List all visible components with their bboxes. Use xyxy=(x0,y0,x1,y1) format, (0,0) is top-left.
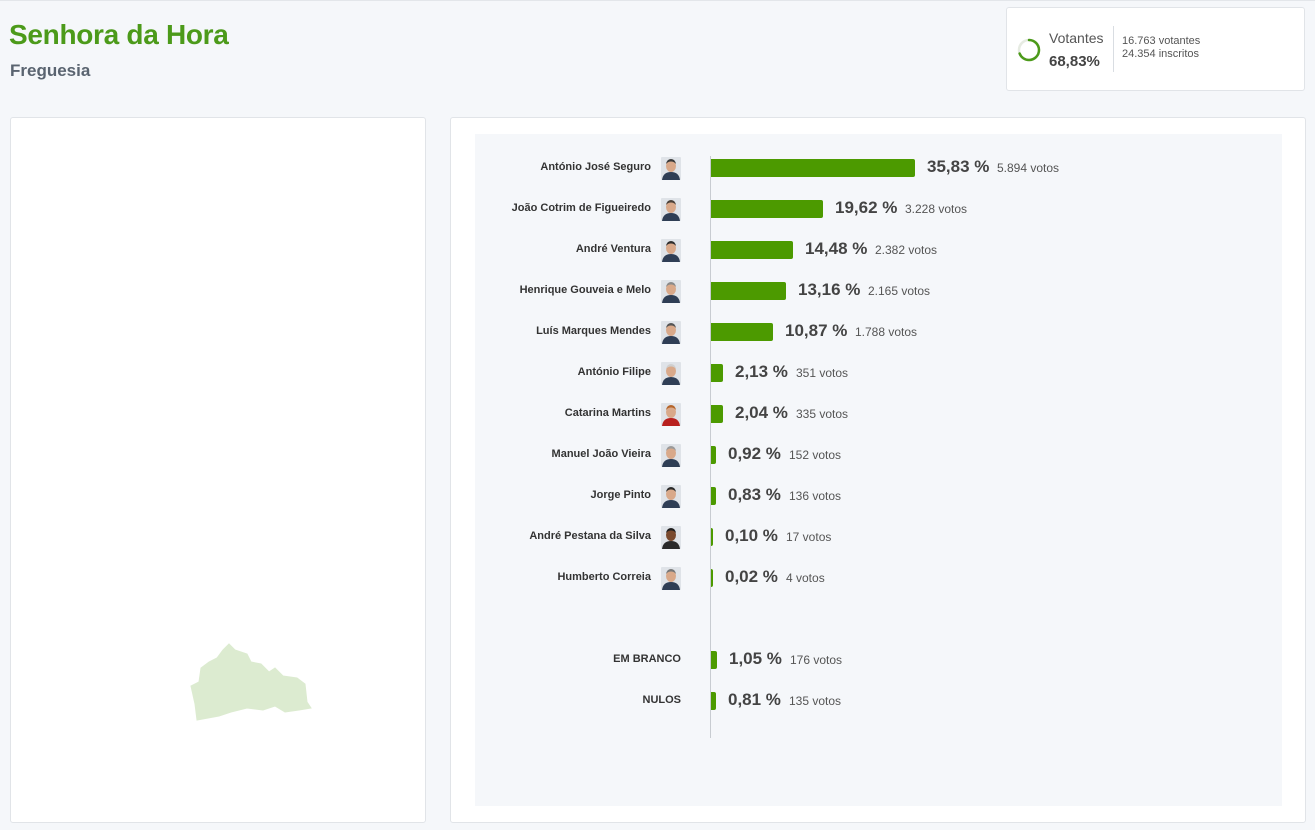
candidate-name: Henrique Gouveia e Melo xyxy=(519,284,651,296)
result-percent: 0,83 % xyxy=(728,485,781,504)
portrait-icon xyxy=(661,280,681,303)
result-bar[interactable] xyxy=(711,528,713,546)
portrait-icon xyxy=(661,567,681,590)
candidate-row[interactable]: Catarina Martins 2,04 % 335 votos xyxy=(475,399,1282,429)
result-percent: 14,48 % xyxy=(805,239,868,258)
result-bar[interactable] xyxy=(711,200,823,218)
chart-axis xyxy=(710,156,711,738)
portrait-icon xyxy=(661,239,681,262)
portrait-icon xyxy=(661,444,681,467)
candidate-name: André Ventura xyxy=(575,243,651,255)
result-bar[interactable] xyxy=(711,692,716,710)
result-bar[interactable] xyxy=(711,364,723,382)
page-subtitle: Freguesia xyxy=(10,61,91,80)
candidate-row[interactable]: João Cotrim de Figueiredo 19,62 % 3.228 vo… xyxy=(475,194,1282,224)
page-title: Senhora da Hora xyxy=(9,19,229,50)
result-percent: 0,81 % xyxy=(728,690,781,709)
result-votes: 136 votos xyxy=(789,489,842,503)
result-votes: 1.788 votos xyxy=(855,325,918,339)
portrait-icon xyxy=(661,403,681,426)
candidate-row[interactable]: Jorge Pinto 0,83 % 136 votos xyxy=(475,481,1282,511)
candidate-row[interactable]: António Filipe 2,13 % 351 votos xyxy=(475,358,1282,388)
portrait-icon xyxy=(661,198,681,221)
result-votes: 3.228 votos xyxy=(905,202,968,216)
results-chart: António José Seguro 35,83 % 5.894 votos Joã… xyxy=(475,134,1282,806)
other-row[interactable]: EM BRANCO 1,05 % 176 votos xyxy=(475,645,1282,675)
result-percent: 0,92 % xyxy=(728,444,781,463)
turnout-divider xyxy=(1113,26,1114,72)
candidate-row[interactable]: Luís Marques Mendes 10,87 % 1.788 votos xyxy=(475,317,1282,347)
result-percent: 35,83 % xyxy=(927,157,990,176)
result-percent: 2,04 % xyxy=(735,403,788,422)
candidate-name: Luís Marques Mendes xyxy=(536,325,651,337)
result-votes: 152 votos xyxy=(789,448,842,462)
result-bar[interactable] xyxy=(711,405,723,423)
candidate-name: João Cotrim de Figueiredo xyxy=(511,202,651,214)
result-bar[interactable] xyxy=(711,569,713,587)
result-percent: 13,16 % xyxy=(798,280,861,299)
result-bar[interactable] xyxy=(711,487,716,505)
result-bar[interactable] xyxy=(711,323,773,341)
result-bar[interactable] xyxy=(711,159,915,177)
turnout-registered: 24.354 inscritos xyxy=(1122,48,1200,60)
portrait-icon xyxy=(661,362,681,385)
candidate-row[interactable]: Humberto Correia 0,02 % 4 votos xyxy=(475,563,1282,593)
result-votes: 2.165 votos xyxy=(868,284,931,298)
result-votes: 335 votos xyxy=(796,407,849,421)
result-votes: 5.894 votos xyxy=(997,161,1060,175)
result-percent: 0,10 % xyxy=(725,526,778,545)
candidate-name: Manuel João Vieira xyxy=(551,448,651,460)
result-bar[interactable] xyxy=(711,282,786,300)
candidate-name: Catarina Martins xyxy=(564,407,651,419)
result-votes: 2.382 votos xyxy=(875,243,938,257)
result-votes: 351 votos xyxy=(796,366,849,380)
candidate-row[interactable]: Manuel João Vieira 0,92 % 152 votos xyxy=(475,440,1282,470)
portrait-icon xyxy=(661,157,681,180)
result-percent: 2,13 % xyxy=(735,362,788,381)
turnout-ring-icon xyxy=(1017,38,1041,62)
result-votes: 17 votos xyxy=(786,530,832,544)
candidate-name: António Filipe xyxy=(577,366,651,378)
turnout-card: Votantes 68,83% 16.763 votantes 24.354 i… xyxy=(1006,7,1305,91)
other-row[interactable]: NULOS 0,81 % 135 votos xyxy=(475,686,1282,716)
result-votes: 4 votos xyxy=(786,571,825,585)
result-bar[interactable] xyxy=(711,241,793,259)
parish-map[interactable] xyxy=(189,642,323,722)
candidate-name: NULOS xyxy=(642,694,682,706)
candidate-row[interactable]: Henrique Gouveia e Melo 13,16 % 2.165 voto… xyxy=(475,276,1282,306)
candidate-row[interactable]: António José Seguro 35,83 % 5.894 votos xyxy=(475,153,1282,183)
portrait-icon xyxy=(661,321,681,344)
turnout-voters: 16.763 votantes xyxy=(1122,35,1201,47)
candidate-name: André Pestana da Silva xyxy=(529,530,651,542)
result-percent: 1,05 % xyxy=(729,649,782,668)
candidate-name: EM BRANCO xyxy=(613,653,681,665)
result-votes: 135 votos xyxy=(789,694,842,708)
result-percent: 10,87 % xyxy=(785,321,848,340)
results-panel: António José Seguro 35,83 % 5.894 votos Joã… xyxy=(450,117,1306,823)
result-bar[interactable] xyxy=(711,446,716,464)
parish-shape[interactable] xyxy=(190,643,312,721)
portrait-icon xyxy=(661,526,681,549)
candidate-name: António José Seguro xyxy=(540,161,651,173)
result-percent: 19,62 % xyxy=(835,198,898,217)
candidate-name: Jorge Pinto xyxy=(590,489,651,501)
candidate-name: Humberto Correia xyxy=(557,571,651,583)
turnout-label: Votantes xyxy=(1049,30,1104,46)
portrait-icon xyxy=(661,485,681,508)
map-panel xyxy=(10,117,426,823)
turnout-percent: 68,83% xyxy=(1049,53,1100,70)
candidate-row[interactable]: André Pestana da Silva 0,10 % 17 votos xyxy=(475,522,1282,552)
candidate-row[interactable]: André Ventura 14,48 % 2.382 votos xyxy=(475,235,1282,265)
result-votes: 176 votos xyxy=(790,653,843,667)
result-bar[interactable] xyxy=(711,651,717,669)
result-percent: 0,02 % xyxy=(725,567,778,586)
